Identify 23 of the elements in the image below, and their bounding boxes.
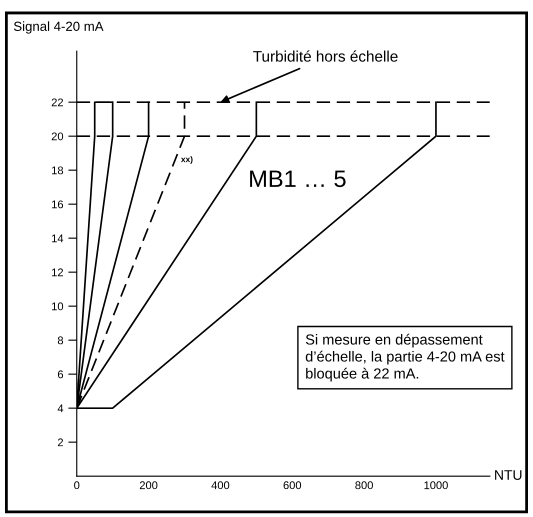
x-axis-title: NTU	[495, 470, 522, 480]
y-tick-label: 12	[52, 268, 63, 276]
x-tick-label: 200	[140, 481, 158, 490]
annotation: Turbidité hors échelle	[253, 50, 398, 62]
y-tick-label: 6	[58, 370, 64, 378]
annotation: xx)	[180, 156, 193, 164]
y-tick-label: 10	[52, 302, 64, 310]
y-tick-label: 4	[58, 404, 64, 412]
y-tick-label: 14	[52, 234, 64, 242]
y-tick-label: 2	[58, 438, 63, 446]
y-axis-title: Signal 4-20 mA	[14, 21, 104, 34]
y-tick-label: 20	[52, 132, 64, 140]
annotation: Si mesure en dépassement d’échelle, la partie 4-20 mA est bloquée à 22 mA.	[306, 334, 504, 382]
annotation: MB1 … 5	[250, 170, 346, 188]
x-tick-label: 400	[211, 481, 230, 490]
y-tick-label: 18	[52, 166, 64, 174]
x-tick-label: 600	[284, 481, 302, 490]
y-tick-label: 8	[58, 336, 64, 344]
x-tick-label: 1000	[424, 481, 448, 490]
x-tick-label: 800	[355, 481, 373, 490]
y-tick-label: 22	[52, 98, 63, 106]
y-tick-label: 16	[52, 200, 64, 208]
x-tick-label: 0	[74, 481, 80, 490]
